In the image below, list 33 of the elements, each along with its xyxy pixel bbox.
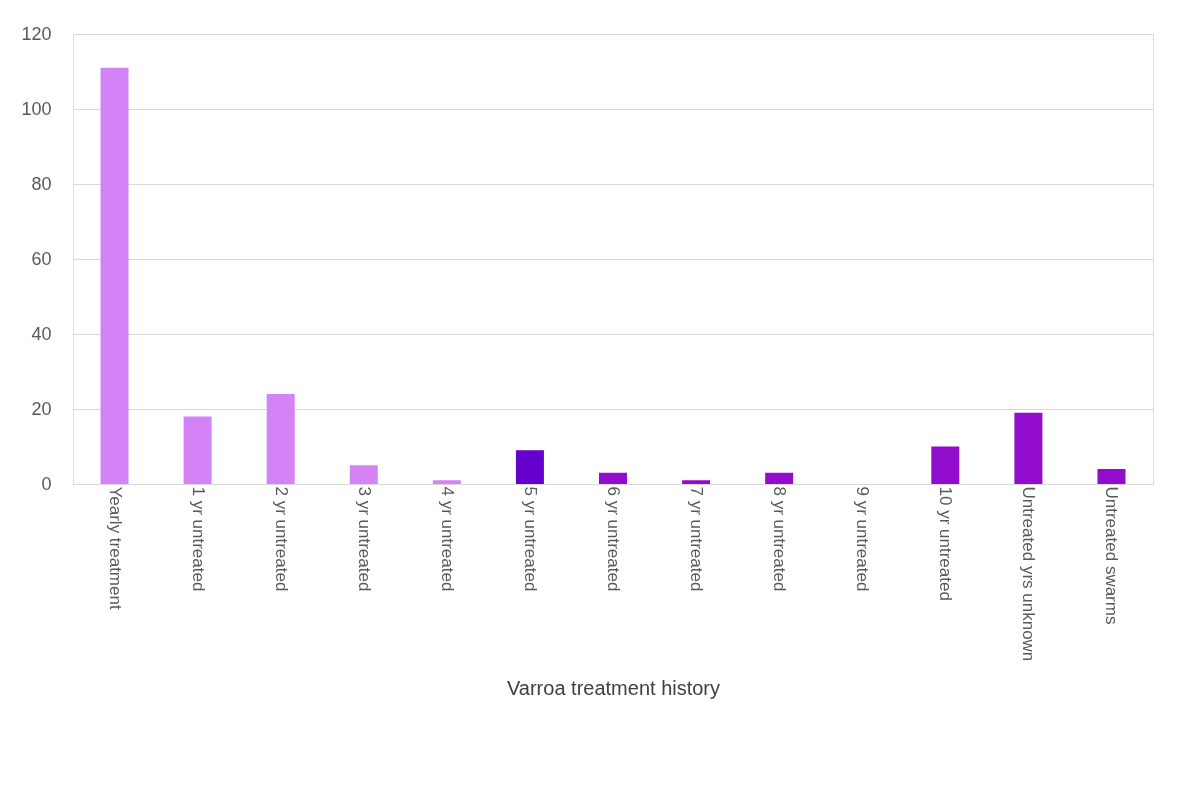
bar (515, 450, 544, 484)
x-tick-label: 5 yr untreated (520, 486, 540, 592)
y-tick-label: 0 (41, 473, 52, 494)
bar (349, 465, 378, 484)
x-tick-label: 4 yr untreated (437, 486, 457, 592)
x-tick-label: 6 yr untreated (604, 486, 623, 592)
bar (599, 472, 627, 484)
x-tick-label: 3 yr untreated (354, 486, 374, 592)
bar (1097, 469, 1126, 484)
x-tick-label: 1 yr untreated (188, 486, 208, 592)
y-tick-label: 40 (31, 323, 52, 344)
y-tick-label: 20 (31, 398, 52, 419)
y-tick-label: 60 (31, 248, 52, 269)
x-tick-label: Yearly treatment (105, 486, 125, 610)
bar (765, 472, 794, 484)
y-tick-label: 80 (31, 173, 52, 194)
x-tick-label: 10 yr untreated (936, 486, 956, 601)
x-tick-label: Untreated swarms (1102, 486, 1122, 625)
x-tick-label: 7 yr untreated (687, 486, 707, 592)
bar (931, 446, 960, 484)
x-tick-label: 8 yr untreated (770, 486, 790, 592)
y-tick-label: 100 (21, 98, 52, 119)
bar (682, 480, 711, 484)
bar (183, 416, 212, 484)
bar (266, 394, 295, 484)
bar (1014, 412, 1043, 484)
x-tick-label: 9 yr untreated (853, 486, 873, 592)
x-axis-title: Varroa treatment history (506, 677, 721, 700)
x-tick-label: Untreated yrs unknown (1019, 486, 1039, 662)
x-tick-label: 2 yr untreated (271, 486, 291, 592)
bar (100, 67, 129, 484)
bar (432, 480, 461, 484)
y-tick-label: 120 (21, 23, 52, 44)
